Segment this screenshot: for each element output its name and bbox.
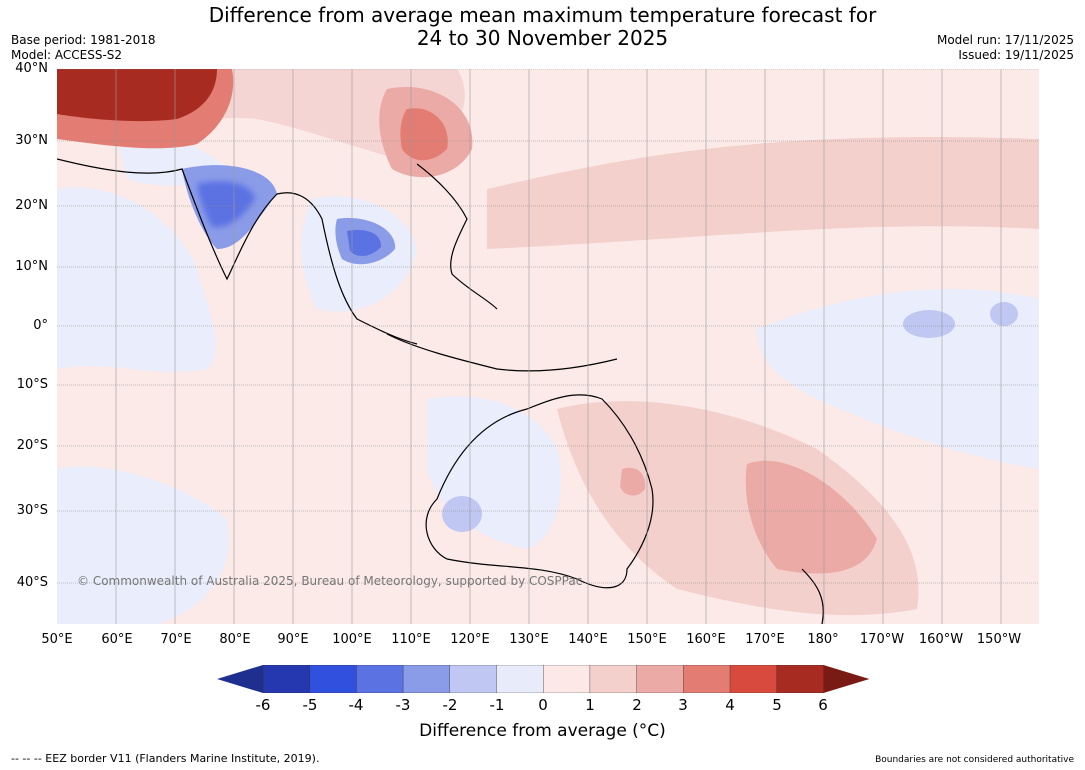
chart-title: Difference from average mean maximum tem… [0, 4, 1085, 50]
graticule [57, 69, 1039, 584]
meta-left: Base period: 1981-2018 Model: ACCESS-S2 [11, 33, 156, 63]
forecast-map [57, 69, 1039, 624]
lat-label-10s: 10°S [16, 377, 48, 392]
cool-region-pacific [757, 289, 1039, 469]
eez-note: -- -- -- EEZ border V11 (Flanders Marine… [11, 752, 320, 765]
colorbar-arrow-low [217, 665, 263, 693]
cool-spot-west-aus [442, 496, 482, 532]
cool-inner-india [197, 181, 255, 228]
lat-label-10n: 10°N [15, 259, 48, 274]
lon-label-100e: 100°E [332, 632, 372, 647]
colorbar-tick: -6 [255, 696, 271, 714]
lon-label-150e: 150°E [627, 632, 667, 647]
model-name: Model: ACCESS-S2 [11, 48, 123, 62]
cool-spot-pacific-1 [903, 310, 955, 338]
colorbar-tick: 5 [772, 696, 782, 714]
lon-label-120e: 120°E [450, 632, 490, 647]
title-line-2: 24 to 30 November 2025 [416, 26, 669, 50]
colorbar-segment [683, 665, 731, 693]
lon-label-80e: 80°E [219, 632, 251, 647]
lon-label-70e: 70°E [160, 632, 192, 647]
colorbar [217, 665, 869, 693]
colorbar-tick: 4 [725, 696, 735, 714]
warm-core-tasman [745, 460, 877, 574]
colorbar-tick: 0 [538, 696, 548, 714]
colorbar-segment [356, 665, 404, 693]
lat-label-40n: 40°N [15, 61, 48, 76]
title-line-1: Difference from average mean maximum tem… [208, 3, 877, 27]
colorbar-tick: -3 [395, 696, 411, 714]
colorbar-tick: -5 [302, 696, 318, 714]
lon-label-180: 180° [807, 632, 839, 647]
colorbar-segment [636, 665, 685, 693]
colorbar-tick: -2 [442, 696, 458, 714]
warm-spot-queensland [620, 467, 646, 496]
lon-label-50e: 50°E [41, 632, 73, 647]
copyright-notice: © Commonwealth of Australia 2025, Bureau… [77, 574, 583, 588]
warm-region-north-pacific [487, 137, 1039, 249]
colorbar-tick: 2 [632, 696, 642, 714]
lon-label-170e: 170°E [745, 632, 785, 647]
lat-label-40s: 40°S [16, 575, 48, 590]
colorbar-segment [496, 665, 544, 693]
lon-label-160e: 160°E [686, 632, 726, 647]
cool-inner-indochina [347, 229, 382, 256]
lat-label-20s: 20°S [16, 438, 48, 453]
warm-core-east-china [400, 108, 448, 161]
lon-label-140e: 140°E [568, 632, 608, 647]
colorbar-segments [217, 665, 869, 693]
colorbar-arrow-high [823, 665, 869, 693]
colorbar-segment [543, 665, 591, 693]
lon-label-150w: 150°W [976, 632, 1022, 647]
lon-label-90e: 90°E [277, 632, 309, 647]
colorbar-segment [402, 665, 451, 693]
lat-label-20n: 20°N [15, 198, 48, 213]
model-run: Model run: 17/11/2025 [936, 33, 1074, 47]
coastlines [57, 158, 824, 624]
lat-label-30n: 30°N [15, 133, 48, 148]
base-period: Base period: 1981-2018 [11, 33, 156, 47]
colorbar-tick: -1 [489, 696, 505, 714]
colorbar-segment [729, 665, 778, 693]
colorbar-tick: 6 [818, 696, 828, 714]
colorbar-segment [589, 665, 638, 693]
colorbar-tick: 3 [678, 696, 688, 714]
colorbar-label: Difference from average (°C) [419, 721, 666, 741]
lon-label-60e: 60°E [101, 632, 133, 647]
lon-label-110e: 110°E [391, 632, 431, 647]
lon-label-160w: 160°W [918, 632, 964, 647]
lat-label-equator: 0° [33, 318, 48, 333]
lon-label-170w: 170°W [859, 632, 905, 647]
colorbar-segment [449, 665, 498, 693]
meridians [115, 69, 1002, 624]
colorbar-segment [309, 665, 358, 693]
disclaimer: Boundaries are not considered authoritat… [875, 755, 1074, 765]
hot-core-west-asia [57, 69, 217, 122]
issued-date: Issued: 19/11/2025 [958, 48, 1074, 62]
colorbar-segment [262, 665, 311, 693]
meta-right: Model run: 17/11/2025 Issued: 19/11/2025 [937, 33, 1074, 63]
colorbar-segment [776, 665, 825, 693]
colorbar-tick: 1 [585, 696, 595, 714]
lon-label-130e: 130°E [509, 632, 549, 647]
cool-region-south-ocean [57, 466, 229, 624]
cool-spot-pacific-2 [990, 302, 1018, 326]
lat-label-30s: 30°S [16, 503, 48, 518]
colorbar-tick: -4 [348, 696, 364, 714]
